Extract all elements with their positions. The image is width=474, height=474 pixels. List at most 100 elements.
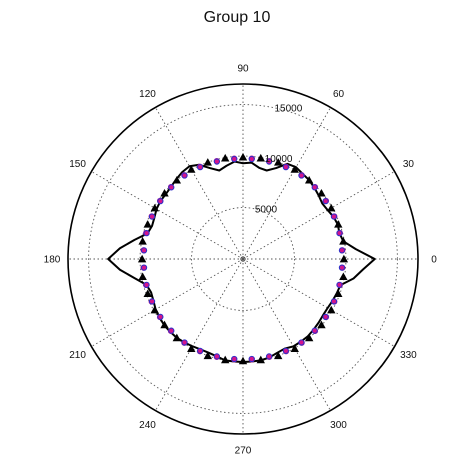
blue-circle-marker	[248, 355, 255, 363]
triangle-marker	[256, 153, 265, 162]
triangle-marker	[150, 305, 159, 314]
blue-circle-marker	[181, 339, 188, 346]
angle-grid-spoke	[91, 171, 244, 260]
blue-circle-marker	[322, 197, 329, 205]
triangle-marker	[150, 203, 159, 212]
blue-circle-marker	[157, 197, 164, 205]
radial-tick-label: 5000	[255, 204, 278, 215]
triangle-marker	[317, 188, 326, 197]
triangle-marker	[221, 153, 230, 162]
angle-tick-label: 0	[431, 255, 437, 266]
blue-circle-marker	[157, 313, 164, 321]
blue-circle-marker	[168, 327, 175, 334]
blue-circle-marker	[298, 172, 305, 179]
triangle-marker	[290, 344, 299, 352]
blue-circle-marker	[148, 213, 156, 220]
angle-tick-label: 90	[237, 64, 249, 75]
blue-circle-marker	[338, 247, 346, 254]
triangle-marker	[274, 158, 283, 166]
blue-circle-marker	[181, 172, 188, 179]
blue-circle-marker	[196, 163, 204, 171]
angle-tick-label: 300	[330, 420, 347, 431]
blue-circle-marker	[298, 339, 305, 346]
blue-circle-marker	[330, 298, 338, 305]
triangle-marker	[339, 272, 348, 281]
blue-circle-marker	[231, 155, 238, 163]
triangle-marker	[334, 220, 343, 228]
blue-circle-marker	[196, 347, 204, 355]
label-layer: 0 30 60 90 120 150 180 210 240 270 300 330 5000 10000…	[44, 64, 438, 457]
triangle-marker	[339, 254, 349, 263]
triangle-marker	[172, 175, 182, 184]
triangle-marker	[327, 203, 336, 212]
blue-circle-marker	[311, 184, 318, 191]
triangle-marker	[221, 355, 230, 364]
blue-circle-marker	[168, 184, 175, 191]
series-layer	[107, 152, 376, 365]
angle-grid-spoke	[155, 107, 244, 260]
chart-title: Group 10	[203, 9, 271, 26]
angle-tick-label: 150	[69, 159, 86, 170]
blue-circle-marker	[336, 281, 343, 288]
blue-circle-marker	[330, 213, 338, 220]
polar-outer-circle	[67, 83, 419, 435]
blue-circle-marker	[143, 230, 150, 237]
angle-tick-label: 30	[403, 159, 415, 170]
triangle-marker	[304, 175, 314, 184]
angle-grid-spoke	[155, 258, 244, 411]
triangle-marker	[138, 272, 147, 281]
triangle-marker	[160, 320, 169, 329]
blue-circle-marker	[265, 353, 273, 360]
blue-circle-marker	[140, 247, 148, 254]
radial-tick-label: 15000	[274, 103, 302, 114]
angle-tick-label: 210	[69, 350, 86, 361]
angle-grid-spoke	[242, 107, 331, 260]
triangle-marker	[304, 333, 314, 342]
blue-circle-marker	[322, 313, 329, 321]
blue-circle-marker	[140, 264, 148, 271]
triangle-marker	[160, 188, 169, 197]
angle-tick-label: 120	[139, 89, 156, 100]
blue-circle-marker	[148, 298, 156, 305]
angle-grid-spoke	[242, 258, 395, 347]
triangle-marker	[137, 254, 147, 263]
radial-tick-label: 10000	[265, 154, 293, 165]
blue-circle-marker	[336, 230, 343, 237]
triangle-marker	[334, 289, 343, 298]
blue-circle-marker	[213, 353, 221, 360]
blue-circle-marker	[311, 327, 318, 334]
angle-tick-label: 330	[400, 350, 417, 361]
blue-circle-marker	[231, 355, 238, 363]
angle-grid-spoke	[242, 258, 331, 411]
triangle-marker	[290, 165, 299, 173]
series-line	[107, 160, 376, 363]
triangle-marker	[138, 237, 147, 245]
angle-tick-label: 180	[44, 255, 61, 266]
angle-tick-label: 60	[333, 89, 345, 100]
triangle-marker	[143, 289, 152, 298]
blue-circle-marker	[213, 158, 221, 165]
polar-grid	[67, 83, 419, 435]
triangle-marker	[143, 220, 152, 228]
angle-tick-label: 270	[235, 446, 252, 457]
triangle-marker	[187, 344, 196, 352]
blue-circle-marker	[265, 158, 273, 165]
blue-circle-marker	[282, 163, 290, 171]
triangle-marker	[256, 355, 265, 364]
triangle-marker	[203, 351, 212, 360]
angle-grid-spoke	[91, 258, 244, 347]
triangle-marker	[327, 305, 336, 314]
radial-grid-circle	[191, 207, 295, 311]
blue-circle-marker	[248, 155, 255, 163]
triangle-marker	[238, 356, 248, 365]
triangle-marker	[317, 320, 326, 329]
radial-grid-circle	[88, 104, 398, 414]
angle-grid-spoke	[242, 171, 395, 260]
triangle-marker	[187, 165, 196, 173]
blue-circle-marker	[282, 347, 290, 355]
triangle-marker	[274, 351, 283, 360]
angle-tick-label: 240	[139, 420, 156, 431]
triangle-marker	[339, 237, 348, 245]
